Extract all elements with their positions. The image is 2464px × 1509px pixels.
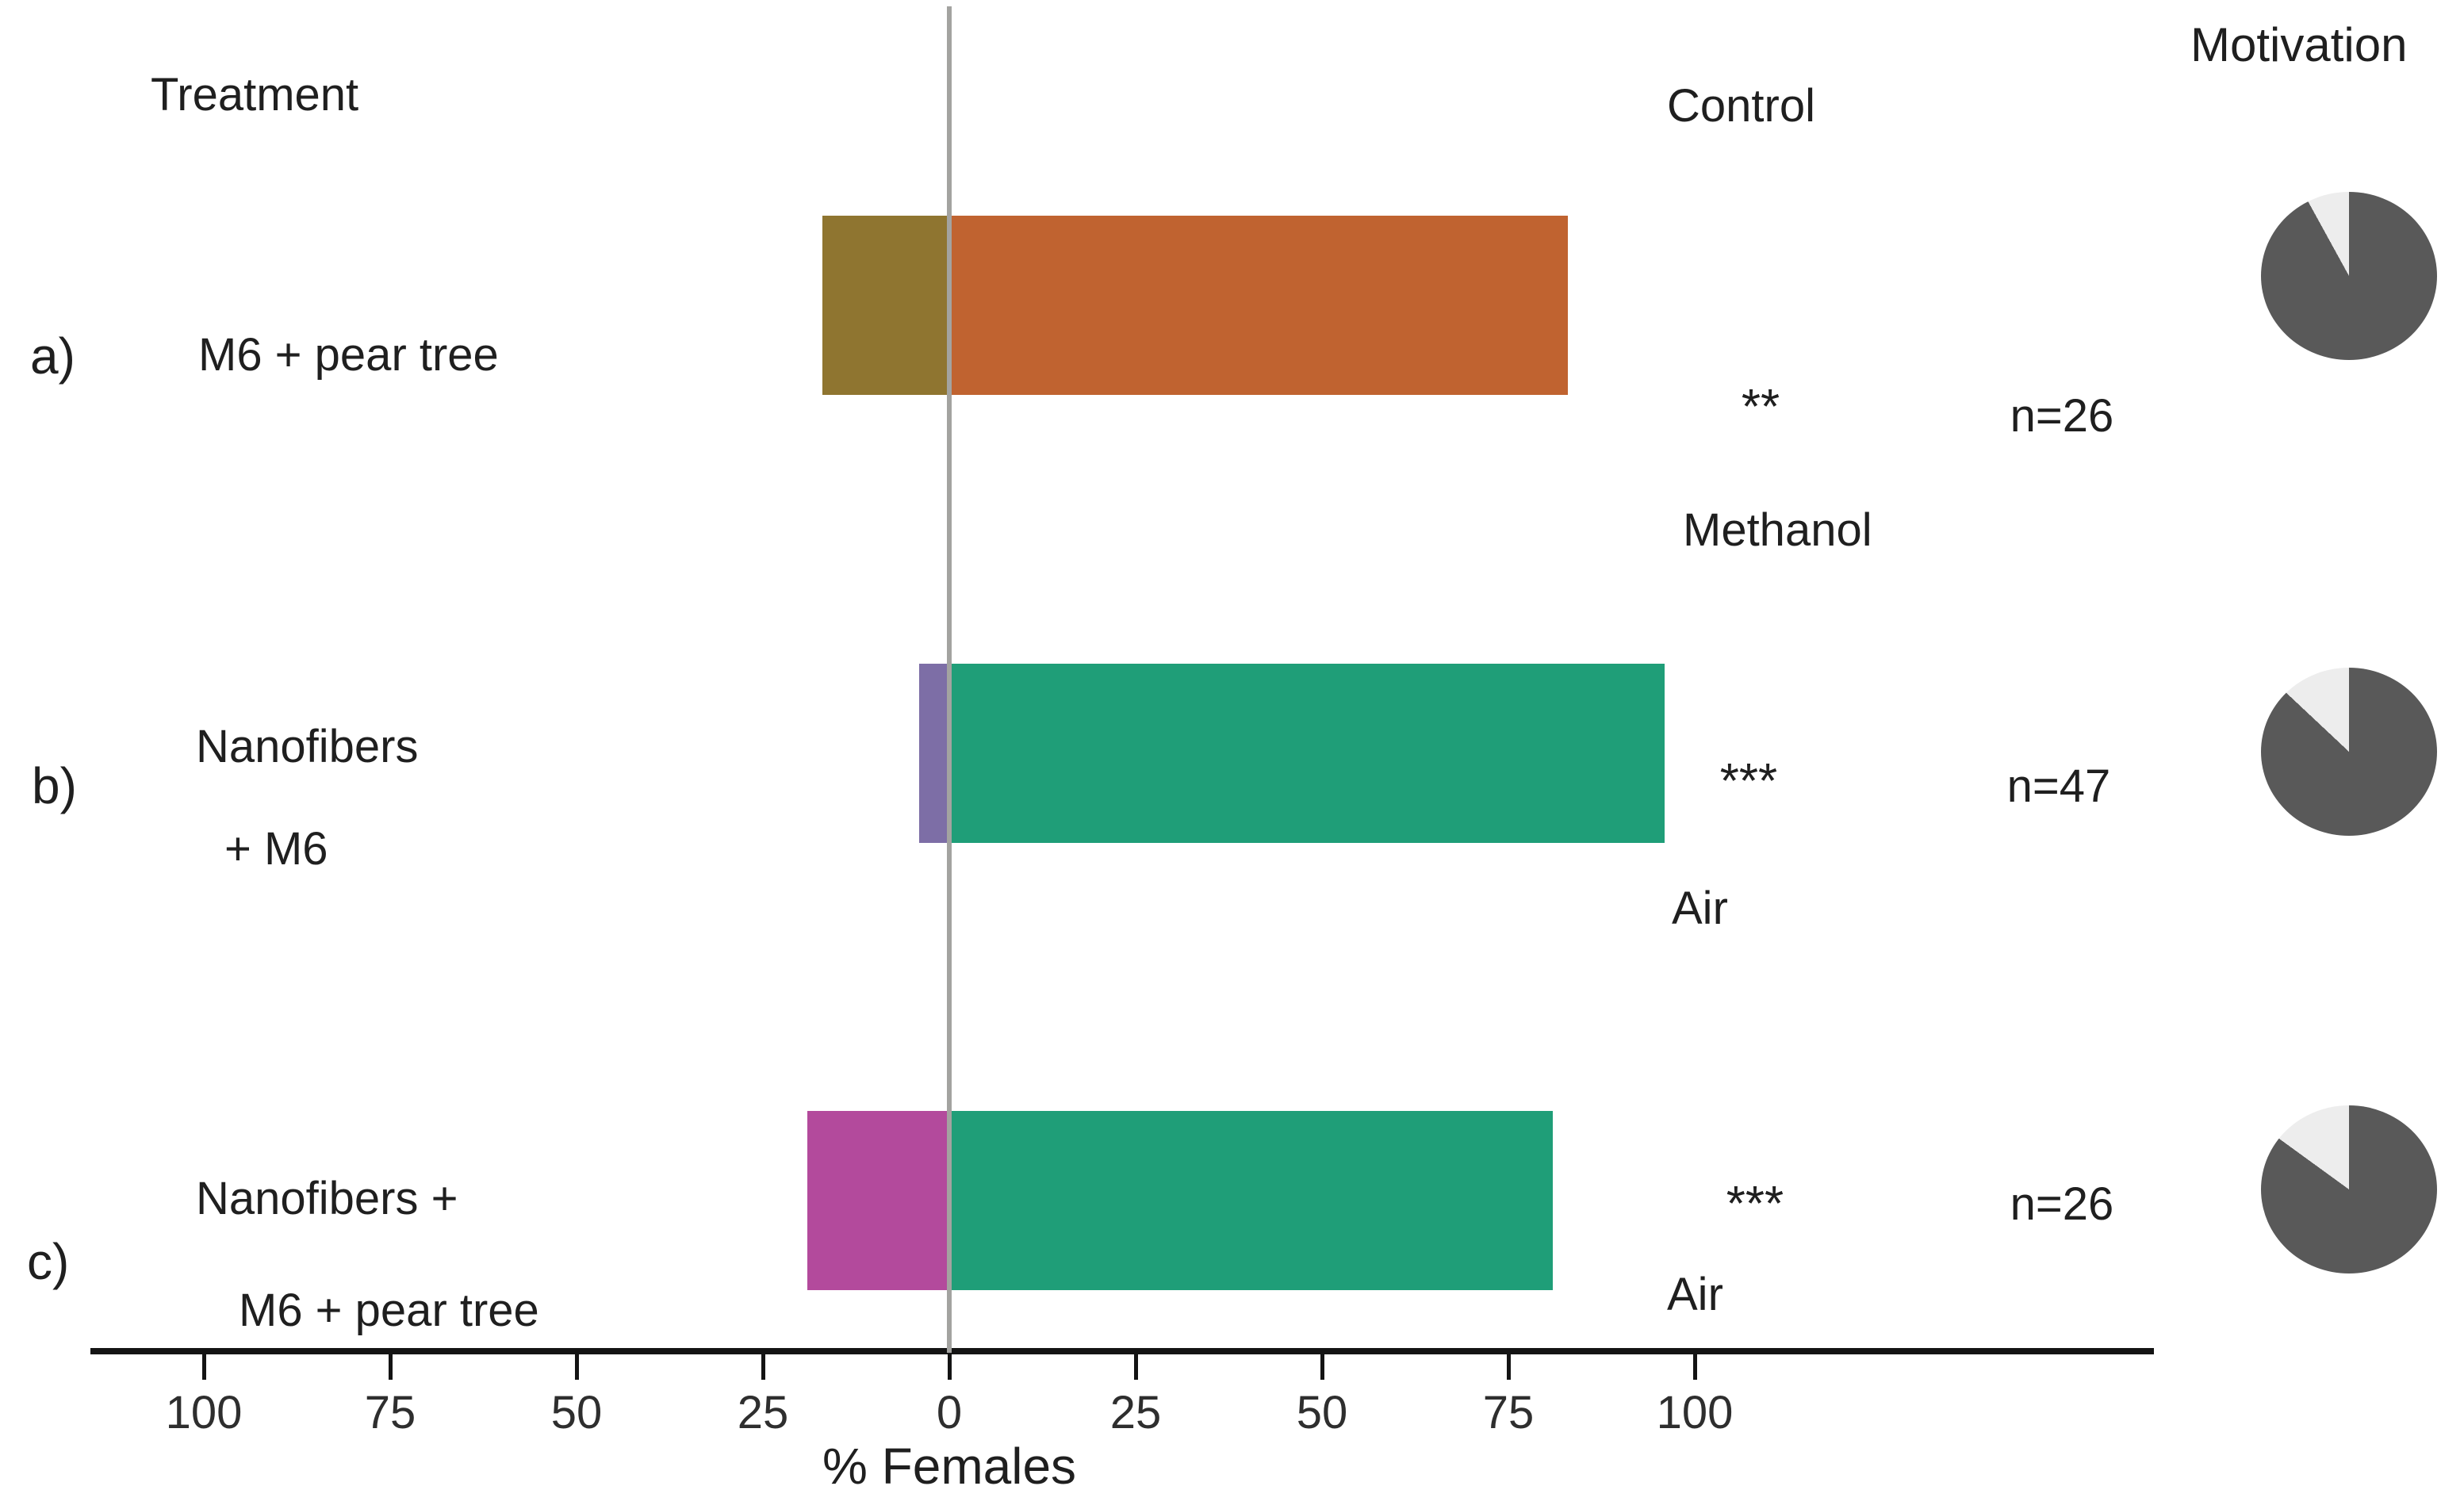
control-bar-a <box>949 216 1569 395</box>
treatment-label-c-line2: M6 + pear tree <box>239 1285 539 1336</box>
x-tick-label: 50 <box>1296 1387 1348 1438</box>
x-axis-tick <box>389 1354 393 1380</box>
x-axis-tick <box>948 1354 952 1380</box>
motivation-pie-b <box>2261 668 2437 836</box>
control-column-header: Control <box>1667 80 1815 132</box>
row-label-a: a) <box>30 327 75 385</box>
control-name-a: Methanol <box>1683 504 1872 556</box>
x-tick-label: 100 <box>165 1387 243 1438</box>
treatment-label-b-line2: + M6 <box>224 823 328 875</box>
x-tick-label: 100 <box>1656 1387 1734 1438</box>
x-tick-label: 75 <box>1482 1387 1535 1438</box>
x-tick-label: 75 <box>364 1387 416 1438</box>
treatment-bar-c <box>807 1111 949 1290</box>
x-axis-tick <box>1134 1354 1138 1380</box>
treatment-bar-a <box>822 216 949 395</box>
x-axis-line <box>90 1348 2154 1354</box>
control-bar-c <box>949 1111 1554 1290</box>
treatment-label-a: M6 + pear tree <box>198 329 499 381</box>
x-tick-label: 50 <box>550 1387 603 1438</box>
row-label-b: b) <box>32 757 77 814</box>
motivation-pie-a <box>2261 192 2437 360</box>
n-label-a: n=26 <box>2010 390 2114 442</box>
x-tick-label: 25 <box>1109 1387 1162 1438</box>
x-tick-label: 0 <box>936 1387 963 1438</box>
motivation-column-header: Motivation <box>2190 18 2408 71</box>
control-bar-b <box>949 664 1665 843</box>
treatment-label-c-line1: Nanofibers + <box>196 1173 458 1224</box>
control-name-c: Air <box>1667 1269 1723 1320</box>
significance-b: *** <box>1719 754 1778 809</box>
motivation-pie-c <box>2261 1105 2437 1273</box>
x-axis-tick <box>1320 1354 1324 1380</box>
x-axis-tick <box>761 1354 765 1380</box>
x-axis-tick <box>1693 1354 1697 1380</box>
treatment-column-header: Treatment <box>151 69 359 121</box>
control-name-b: Air <box>1672 883 1728 934</box>
n-label-c: n=26 <box>2010 1178 2114 1230</box>
row-label-c: c) <box>27 1233 70 1290</box>
zero-reference-line <box>947 6 952 1353</box>
x-axis-title: % Females <box>822 1438 1077 1495</box>
x-axis-tick <box>1507 1354 1511 1380</box>
significance-a: ** <box>1741 380 1780 435</box>
x-axis-tick <box>575 1354 579 1380</box>
significance-c: *** <box>1726 1177 1784 1231</box>
x-axis-tick <box>202 1354 206 1380</box>
treatment-label-b-line1: Nanofibers <box>196 721 419 772</box>
x-tick-label: 25 <box>737 1387 789 1438</box>
treatment-bar-b <box>919 664 949 843</box>
n-label-b: n=47 <box>2006 760 2111 812</box>
